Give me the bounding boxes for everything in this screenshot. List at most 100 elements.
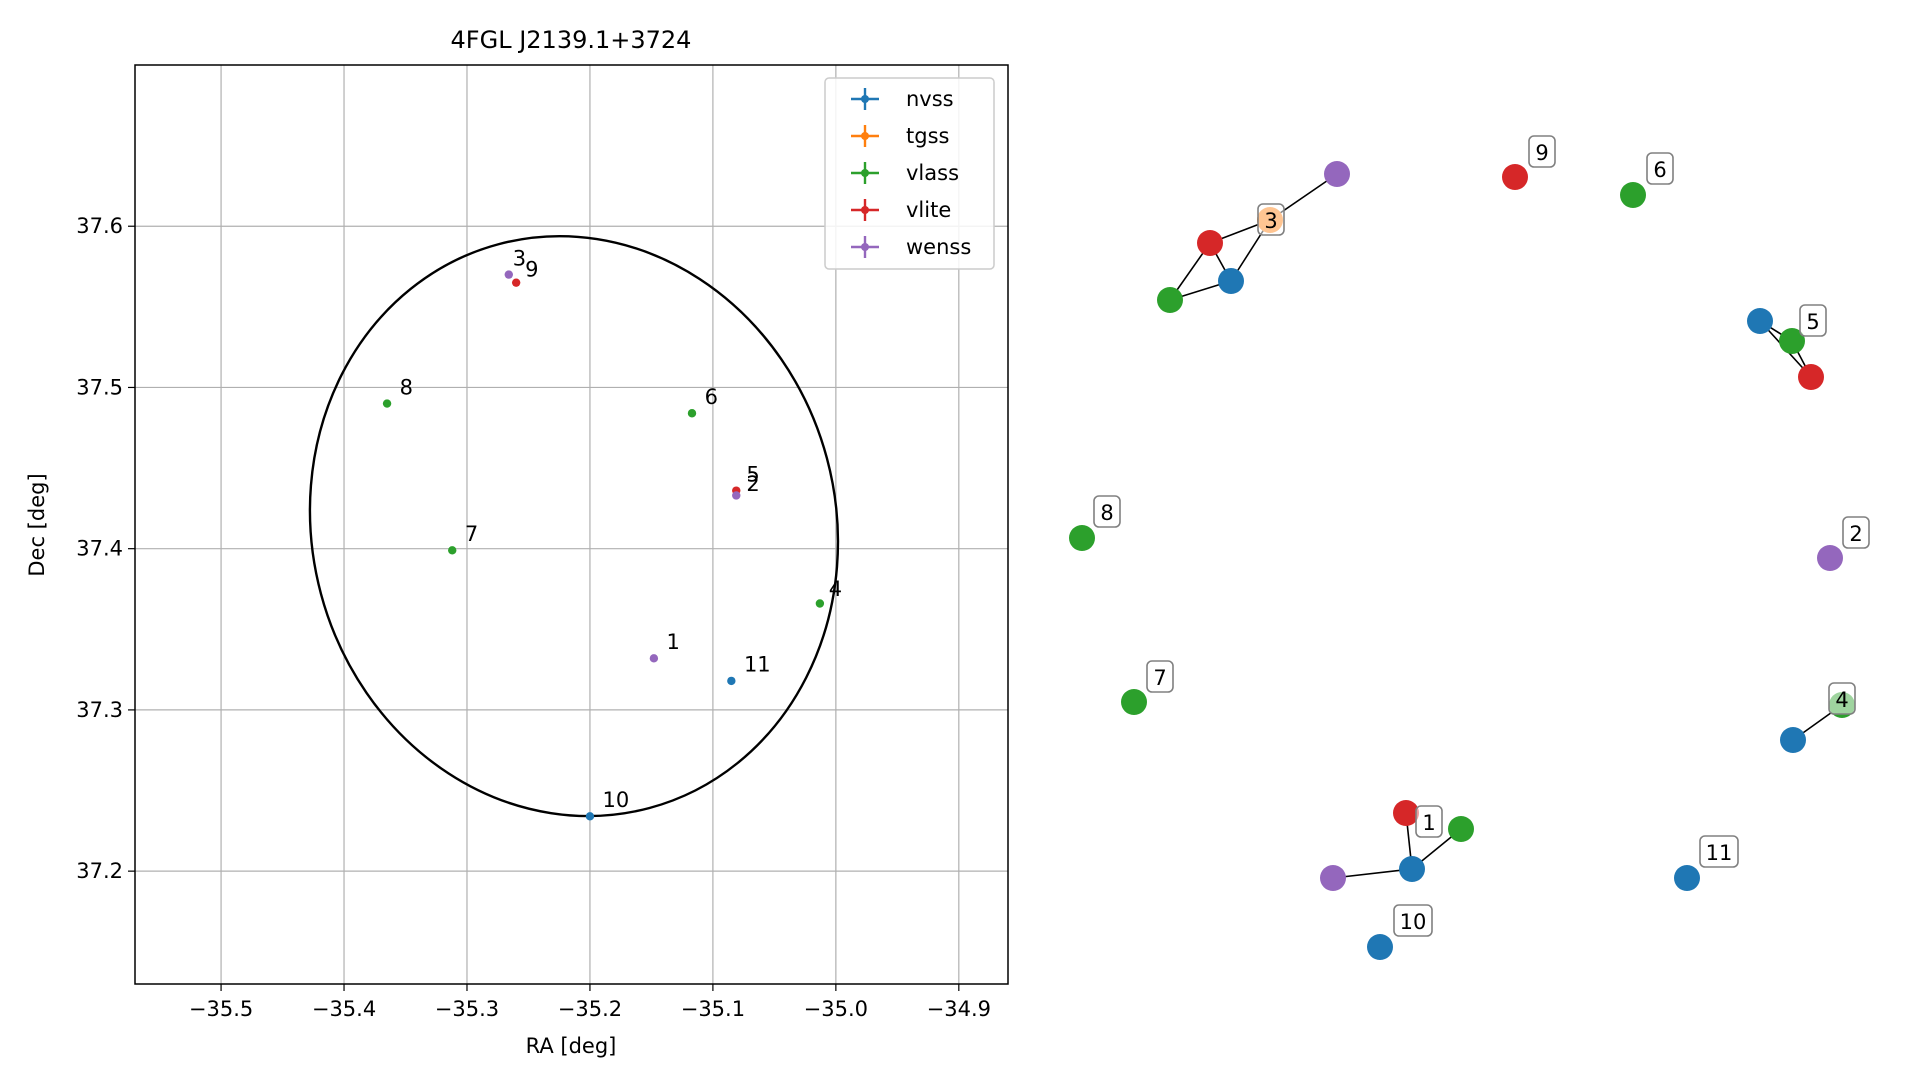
point-annotation: 6 <box>705 385 718 409</box>
grid <box>135 65 1008 984</box>
y-axis-ticks: 37.2 37.3 37.4 37.5 37.6 <box>76 214 135 883</box>
network-label-box <box>1528 135 1556 168</box>
network-node-nvss <box>1367 934 1393 960</box>
point-nvss <box>585 812 595 821</box>
network-node-vlass <box>1069 525 1095 551</box>
legend-marker-vlite <box>861 206 869 214</box>
network-label: 7 <box>1153 666 1166 690</box>
x-tick-label: −35.4 <box>312 997 376 1021</box>
legend-label-tgss: tgss <box>906 124 949 148</box>
network-label-box <box>1393 904 1433 937</box>
point-annotation: 3 <box>513 246 526 270</box>
x-tick-label: −34.9 <box>927 997 991 1021</box>
point-wenss <box>504 270 513 279</box>
point-vlass <box>815 599 825 608</box>
y-tick-label: 37.6 <box>76 214 123 238</box>
network-label-box <box>1093 495 1121 528</box>
network-node-nvss <box>1780 727 1806 753</box>
network-label: 10 <box>1400 910 1427 934</box>
x-axis-label: RA [deg] <box>526 1034 617 1058</box>
legend-marker-tgss <box>861 132 869 140</box>
y-tick-label: 37.2 <box>76 859 123 883</box>
point-annotation: 2 <box>746 472 759 496</box>
legend-label-vlite: vlite <box>906 198 951 222</box>
point-vlass <box>448 546 457 555</box>
network-node-nvss <box>1747 308 1773 334</box>
network-node-nvss <box>1218 268 1244 294</box>
network-label: 6 <box>1653 158 1666 182</box>
network-label: 4 <box>1835 688 1848 712</box>
y-tick-label: 37.3 <box>76 698 123 722</box>
network-node-wenss <box>1324 161 1350 187</box>
network-node-vlite <box>1393 800 1419 826</box>
legend-marker-vlass <box>861 169 869 177</box>
network-label-box <box>1799 304 1827 337</box>
network-label-box <box>1842 516 1870 549</box>
x-tick-label: −35.5 <box>189 997 253 1021</box>
network-node-wenss <box>1320 865 1346 891</box>
network-label: 5 <box>1806 310 1819 334</box>
network-label-box <box>1699 835 1739 868</box>
network-label-box <box>1415 805 1443 838</box>
x-axis-ticks: −35.5 −35.4 −35.3 −35.2 −35.1 −35.0 −34.9 <box>189 984 991 1021</box>
network-node-wenss <box>1817 545 1843 571</box>
network-node-vlass <box>1121 689 1147 715</box>
network-node-vlass <box>1779 328 1805 354</box>
y-tick-label: 37.5 <box>76 375 123 399</box>
network-node-vlite <box>1798 364 1824 390</box>
x-tick-label: −35.3 <box>435 997 499 1021</box>
network-label-box <box>1257 203 1285 236</box>
legend-label-vlass: vlass <box>906 161 959 185</box>
network-node-vlite <box>1197 230 1223 256</box>
point-vlite <box>511 278 521 287</box>
network-label: 2 <box>1849 522 1862 546</box>
point-annotation: 10 <box>603 788 630 812</box>
point-annotation: 5 <box>746 462 759 486</box>
point-wenss <box>649 654 659 663</box>
point-vlass <box>687 409 697 418</box>
legend-marker-nvss <box>861 95 869 103</box>
x-tick-label: −35.2 <box>558 997 622 1021</box>
network-edge <box>1332 868 1413 879</box>
network-node-vlass <box>1620 182 1646 208</box>
network-node-vlass <box>1157 287 1183 313</box>
legend: nvss tgss vlass vlite wenss <box>824 77 995 270</box>
network-label-box <box>1146 660 1174 693</box>
x-tick-label: −35.0 <box>804 997 868 1021</box>
error-ellipse <box>308 234 840 818</box>
network-label: 1 <box>1422 811 1435 835</box>
data-points <box>382 270 825 821</box>
network-label-box <box>1646 152 1674 185</box>
ellipse-curve <box>308 234 840 818</box>
point-annotation: 7 <box>465 522 478 546</box>
y-tick-label: 37.4 <box>76 537 123 561</box>
legend-box <box>824 77 995 270</box>
point-annotation: 4 <box>829 577 842 601</box>
point-nvss <box>727 676 736 686</box>
network-node-vlite <box>1502 164 1528 190</box>
y-axis-label: Dec [deg] <box>25 473 49 576</box>
network-node-vlass <box>1448 816 1474 842</box>
network-label: 3 <box>1264 209 1277 233</box>
x-tick-label: −35.1 <box>681 997 745 1021</box>
legend-marker-wenss <box>861 243 869 251</box>
point-vlass <box>382 399 392 408</box>
network-label-box <box>1828 682 1856 715</box>
network-node-nvss <box>1399 856 1425 882</box>
point-annotation: 8 <box>400 375 413 399</box>
network-label: 9 <box>1535 141 1548 165</box>
point-annotation: 11 <box>744 653 771 677</box>
network-node-nvss <box>1674 865 1700 891</box>
network-label: 11 <box>1706 841 1733 865</box>
chart-title: 4FGL J2139.1+3724 <box>451 26 692 54</box>
legend-label-wenss: wenss <box>906 235 971 259</box>
axes-frame <box>134 64 1009 985</box>
network-label: 8 <box>1100 501 1113 525</box>
point-wenss <box>732 491 741 500</box>
point-annotation: 9 <box>525 258 538 282</box>
